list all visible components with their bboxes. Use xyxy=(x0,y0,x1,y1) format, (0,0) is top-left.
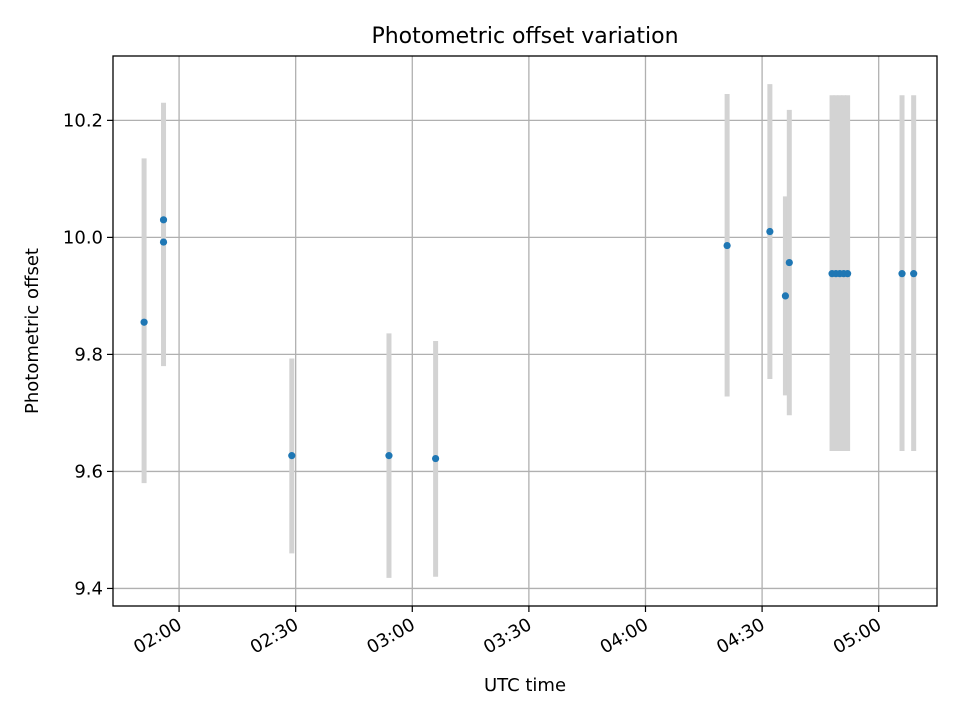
data-points xyxy=(140,216,918,463)
x-axis-label: UTC time xyxy=(484,675,566,696)
data-point xyxy=(385,452,393,460)
y-tick-label: 9.6 xyxy=(74,461,103,482)
y-tick-label: 9.8 xyxy=(74,344,103,365)
y-tick-label: 10.2 xyxy=(63,110,103,131)
data-point xyxy=(159,216,168,224)
grid xyxy=(113,56,937,606)
data-point xyxy=(898,270,906,278)
data-point xyxy=(723,241,731,250)
data-point xyxy=(910,270,918,278)
data-point xyxy=(288,452,296,460)
y-tick-label: 10.0 xyxy=(63,227,103,248)
y-axis-label: Photometric offset xyxy=(22,248,43,414)
data-point xyxy=(140,318,148,326)
y-tick-label: 9.4 xyxy=(74,578,103,599)
chart-title: Photometric offset variation xyxy=(371,24,678,49)
data-point xyxy=(781,292,790,300)
data-point xyxy=(432,454,440,463)
data-point xyxy=(844,270,852,278)
data-point xyxy=(785,258,793,267)
plot-frame xyxy=(112,55,938,607)
data-point xyxy=(766,227,774,236)
y-axis-ticks: 9.4 9.6 9.8 10.0 10.2 xyxy=(63,110,113,599)
data-point xyxy=(159,238,168,246)
